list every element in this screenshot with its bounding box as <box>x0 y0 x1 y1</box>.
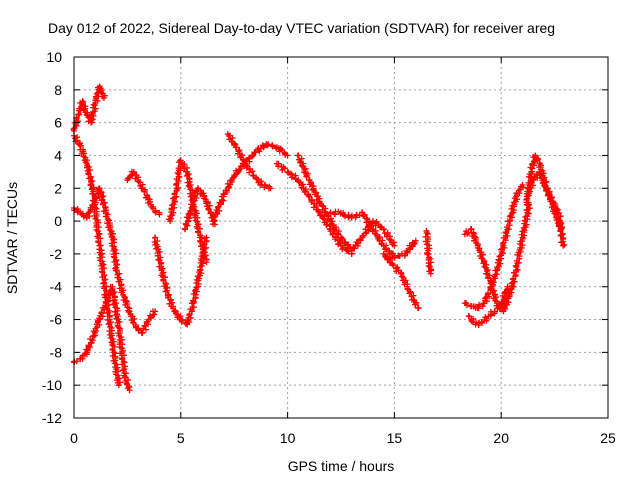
x-tick-label: 15 <box>387 430 403 446</box>
series-1 <box>70 83 108 134</box>
x-tick-label: 25 <box>600 430 616 446</box>
series-trace <box>524 169 568 248</box>
chart-title: Day 012 of 2022, Sidereal Day-to-day VTE… <box>48 20 555 36</box>
y-tick-label: -10 <box>42 377 62 393</box>
series-15 <box>380 250 422 312</box>
series-17 <box>461 201 533 315</box>
series-trace <box>465 285 511 328</box>
series-trace <box>422 229 435 275</box>
series-10 <box>209 140 291 225</box>
y-tick-label: -4 <box>50 279 63 295</box>
series-trace <box>72 134 123 386</box>
series-trace <box>166 157 210 263</box>
y-tick-label: 6 <box>54 115 62 131</box>
x-tick-label: 20 <box>493 430 509 446</box>
series-trace <box>294 152 397 254</box>
series-18 <box>461 181 527 312</box>
x-tick-label: 10 <box>280 430 296 446</box>
y-tick-label: -2 <box>50 246 63 262</box>
data-series <box>70 83 568 394</box>
series-trace <box>381 253 422 311</box>
x-tick-label: 5 <box>177 430 185 446</box>
axes <box>73 56 609 419</box>
series-trace <box>463 183 527 312</box>
series-11 <box>224 131 274 192</box>
series-trace <box>275 160 355 257</box>
y-tick-label: 2 <box>54 180 62 196</box>
series-16 <box>422 227 435 277</box>
series-9 <box>181 185 218 233</box>
plot-frame <box>73 56 609 419</box>
series-21 <box>523 168 568 249</box>
series-4 <box>71 132 123 389</box>
series-5 <box>108 234 159 337</box>
series-trace <box>108 236 158 337</box>
y-tick-label: -12 <box>42 410 62 426</box>
x-tick-label: 0 <box>70 430 78 446</box>
y-tick-label: 10 <box>46 49 62 65</box>
y-tick-label: -6 <box>50 312 63 328</box>
x-axis-label: GPS time / hours <box>288 458 395 474</box>
series-14 <box>327 208 419 261</box>
series-19 <box>465 283 511 328</box>
series-7 <box>151 234 210 328</box>
tick-labels: 0 5 10 15 20 25 -12 -10 -8 -6 -4 -2 0 2 4 6 8 10 <box>42 49 616 446</box>
y-axis-label: SDTVAR / TECUs <box>4 182 20 294</box>
y-tick-label: 8 <box>54 82 62 98</box>
y-tick-label: 0 <box>54 213 62 229</box>
series-trace <box>225 132 273 192</box>
y-tick-label: 4 <box>54 147 62 163</box>
series-trace <box>327 208 418 261</box>
series-trace <box>210 141 289 224</box>
series-6 <box>124 168 163 218</box>
series-trace <box>124 168 163 216</box>
series-trace <box>70 84 108 133</box>
y-tick-label: -8 <box>50 344 63 360</box>
